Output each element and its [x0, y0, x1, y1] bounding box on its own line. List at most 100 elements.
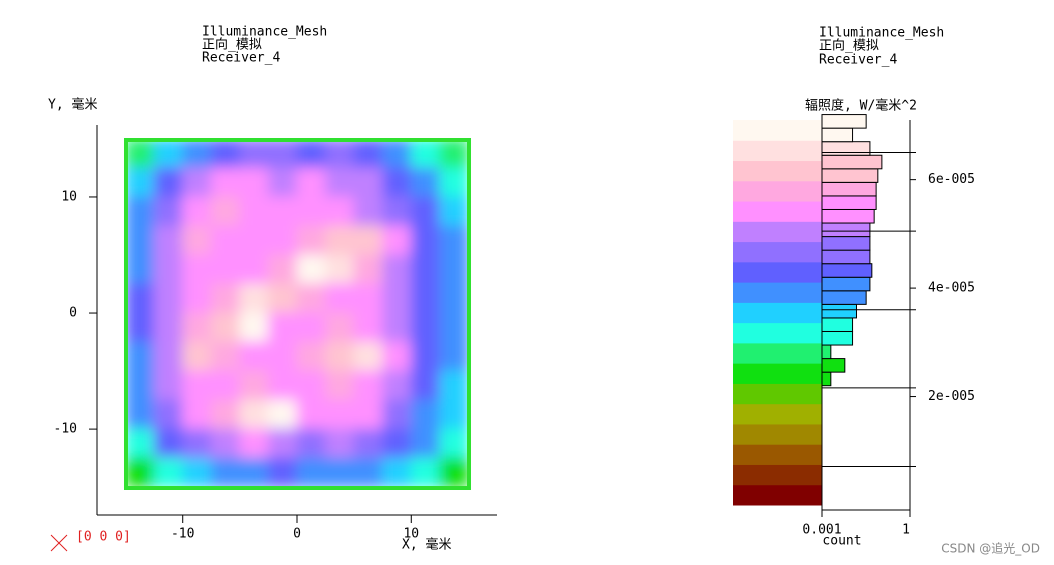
x-axis-label: count: [822, 534, 861, 549]
cell: [126, 312, 155, 343]
histogram-bar: [821, 141, 871, 156]
cell: [153, 341, 184, 372]
color-band: [733, 342, 822, 364]
cell: [239, 167, 269, 198]
color-band: [733, 221, 822, 243]
cell: [239, 225, 269, 256]
subtitle: Receiver_4: [202, 51, 280, 66]
cell: [267, 312, 298, 343]
cell: [439, 312, 469, 343]
cell: [153, 140, 184, 169]
cell: [296, 370, 327, 401]
cell: [353, 341, 384, 372]
cell: [353, 196, 384, 227]
cell: [296, 312, 327, 343]
color-band: [733, 140, 822, 162]
cell: [382, 370, 412, 401]
x-tick-label: 1: [902, 523, 910, 538]
histogram-bar: [821, 263, 873, 278]
cell: [153, 283, 184, 314]
cell: [126, 140, 155, 169]
cell: [153, 457, 184, 488]
cell: [382, 140, 412, 169]
cell: [325, 140, 355, 169]
cell: [210, 167, 241, 198]
cell: [325, 428, 355, 459]
x-axis-label: X, 毫米: [402, 537, 451, 553]
watermark: CSDN @追光_OD: [941, 541, 1040, 556]
color-band: [733, 261, 822, 283]
cell: [182, 457, 212, 488]
cell: [210, 196, 241, 227]
cell: [239, 341, 269, 372]
cell: [239, 428, 269, 459]
cell: [126, 283, 155, 314]
cell: [267, 457, 298, 488]
histogram-bar: [821, 181, 877, 197]
cell: [410, 167, 441, 198]
cell: [353, 140, 384, 169]
color-band: [733, 403, 822, 425]
color-band: [733, 322, 822, 344]
cell: [382, 399, 412, 430]
color-band: [733, 484, 822, 506]
cell: [182, 167, 212, 198]
cell: [210, 283, 241, 314]
cell: [239, 254, 269, 285]
cell: [267, 370, 298, 401]
cell: [267, 140, 298, 169]
cell: [353, 399, 384, 430]
cell: [239, 457, 269, 488]
cell: [439, 457, 469, 488]
histogram-bar: [821, 222, 871, 238]
color-band: [733, 201, 822, 222]
cell: [126, 196, 155, 227]
cell: [439, 428, 469, 459]
x-tick-label: 10: [403, 527, 419, 542]
cell: [296, 457, 327, 488]
y-tick-label: 6e-005: [928, 172, 975, 187]
cell: [353, 370, 384, 401]
x-tick-label: 0: [293, 527, 301, 542]
histogram-bar: [821, 317, 854, 332]
cell: [353, 457, 384, 488]
y-tick-label: 10: [61, 189, 77, 204]
cell: [126, 399, 155, 430]
cell: [126, 428, 155, 459]
cell: [182, 428, 212, 459]
cell: [296, 428, 327, 459]
cell: [296, 341, 327, 372]
histogram-bar: [821, 195, 877, 210]
cell: [126, 254, 155, 285]
histogram-bar: [821, 276, 871, 292]
histogram-bar: [821, 290, 867, 305]
cell: [210, 140, 241, 169]
cell: [182, 225, 212, 256]
color-band: [733, 120, 822, 141]
x-tick-label: 0.001: [802, 523, 841, 538]
histogram-bar: [821, 114, 867, 129]
cell: [325, 399, 355, 430]
cell: [439, 167, 469, 198]
cell: [382, 312, 412, 343]
cell: [325, 283, 355, 314]
cell: [267, 225, 298, 256]
cell: [239, 370, 269, 401]
cell: [410, 196, 441, 227]
title: Illuminance_Mesh: [202, 25, 327, 40]
histogram-bar: [821, 371, 832, 387]
origin-label: [0 0 0]: [76, 530, 131, 545]
cell: [296, 254, 327, 285]
histogram-bar: [821, 330, 854, 346]
cell: [153, 196, 184, 227]
cell: [410, 428, 441, 459]
cell: [267, 428, 298, 459]
cell: [353, 225, 384, 256]
cell: [153, 370, 184, 401]
color-band: [733, 241, 822, 263]
cell: [239, 140, 269, 169]
cell: [210, 254, 241, 285]
histogram-bar: [821, 249, 871, 265]
cell: [296, 399, 327, 430]
histogram-bar: [821, 303, 857, 319]
